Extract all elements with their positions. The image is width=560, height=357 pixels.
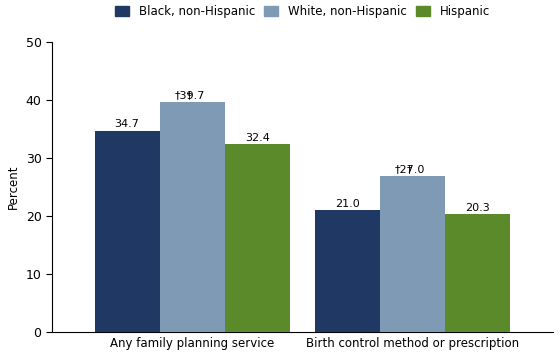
Text: †: † (407, 164, 412, 174)
Text: †: † (186, 90, 192, 100)
Bar (445, 215, 511, 332)
Bar (225, 144, 290, 332)
Text: 21.0: 21.0 (335, 199, 360, 209)
Legend: Black, non-Hispanic, White, non-Hispanic, Hispanic: Black, non-Hispanic, White, non-Hispanic… (115, 5, 490, 18)
Text: 20.3: 20.3 (465, 203, 490, 213)
Text: †27.0: †27.0 (395, 164, 426, 174)
Bar (380, 176, 445, 332)
Text: †39.7: †39.7 (175, 90, 205, 100)
Bar (95, 131, 160, 332)
Y-axis label: Percent: Percent (7, 165, 20, 210)
Text: 34.7: 34.7 (115, 119, 139, 129)
Text: 32.4: 32.4 (245, 132, 270, 142)
Bar (315, 210, 380, 332)
Bar (160, 102, 225, 332)
